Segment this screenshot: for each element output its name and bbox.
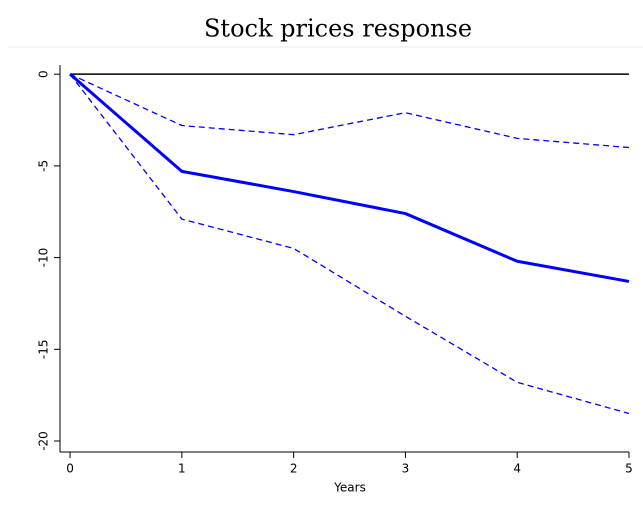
x-tick-label: 5 xyxy=(625,462,633,476)
y-tick-label: -10 xyxy=(37,248,51,268)
x-tick-label: 0 xyxy=(66,462,74,476)
y-tick-label: -15 xyxy=(37,339,51,359)
x-tick-label: 1 xyxy=(178,462,186,476)
x-tick-label: 2 xyxy=(290,462,298,476)
series-line xyxy=(69,73,630,149)
x-axis-label: Years xyxy=(333,481,366,495)
y-tick-label: 0 xyxy=(37,70,51,78)
series-line xyxy=(69,73,630,283)
x-tick-label: 3 xyxy=(402,462,410,476)
x-tick-label: 4 xyxy=(513,462,521,476)
y-tick-label: -20 xyxy=(37,431,51,451)
chart-title: Stock prices response xyxy=(204,15,472,43)
series-line xyxy=(69,73,630,415)
y-tick-label: -5 xyxy=(37,160,51,172)
